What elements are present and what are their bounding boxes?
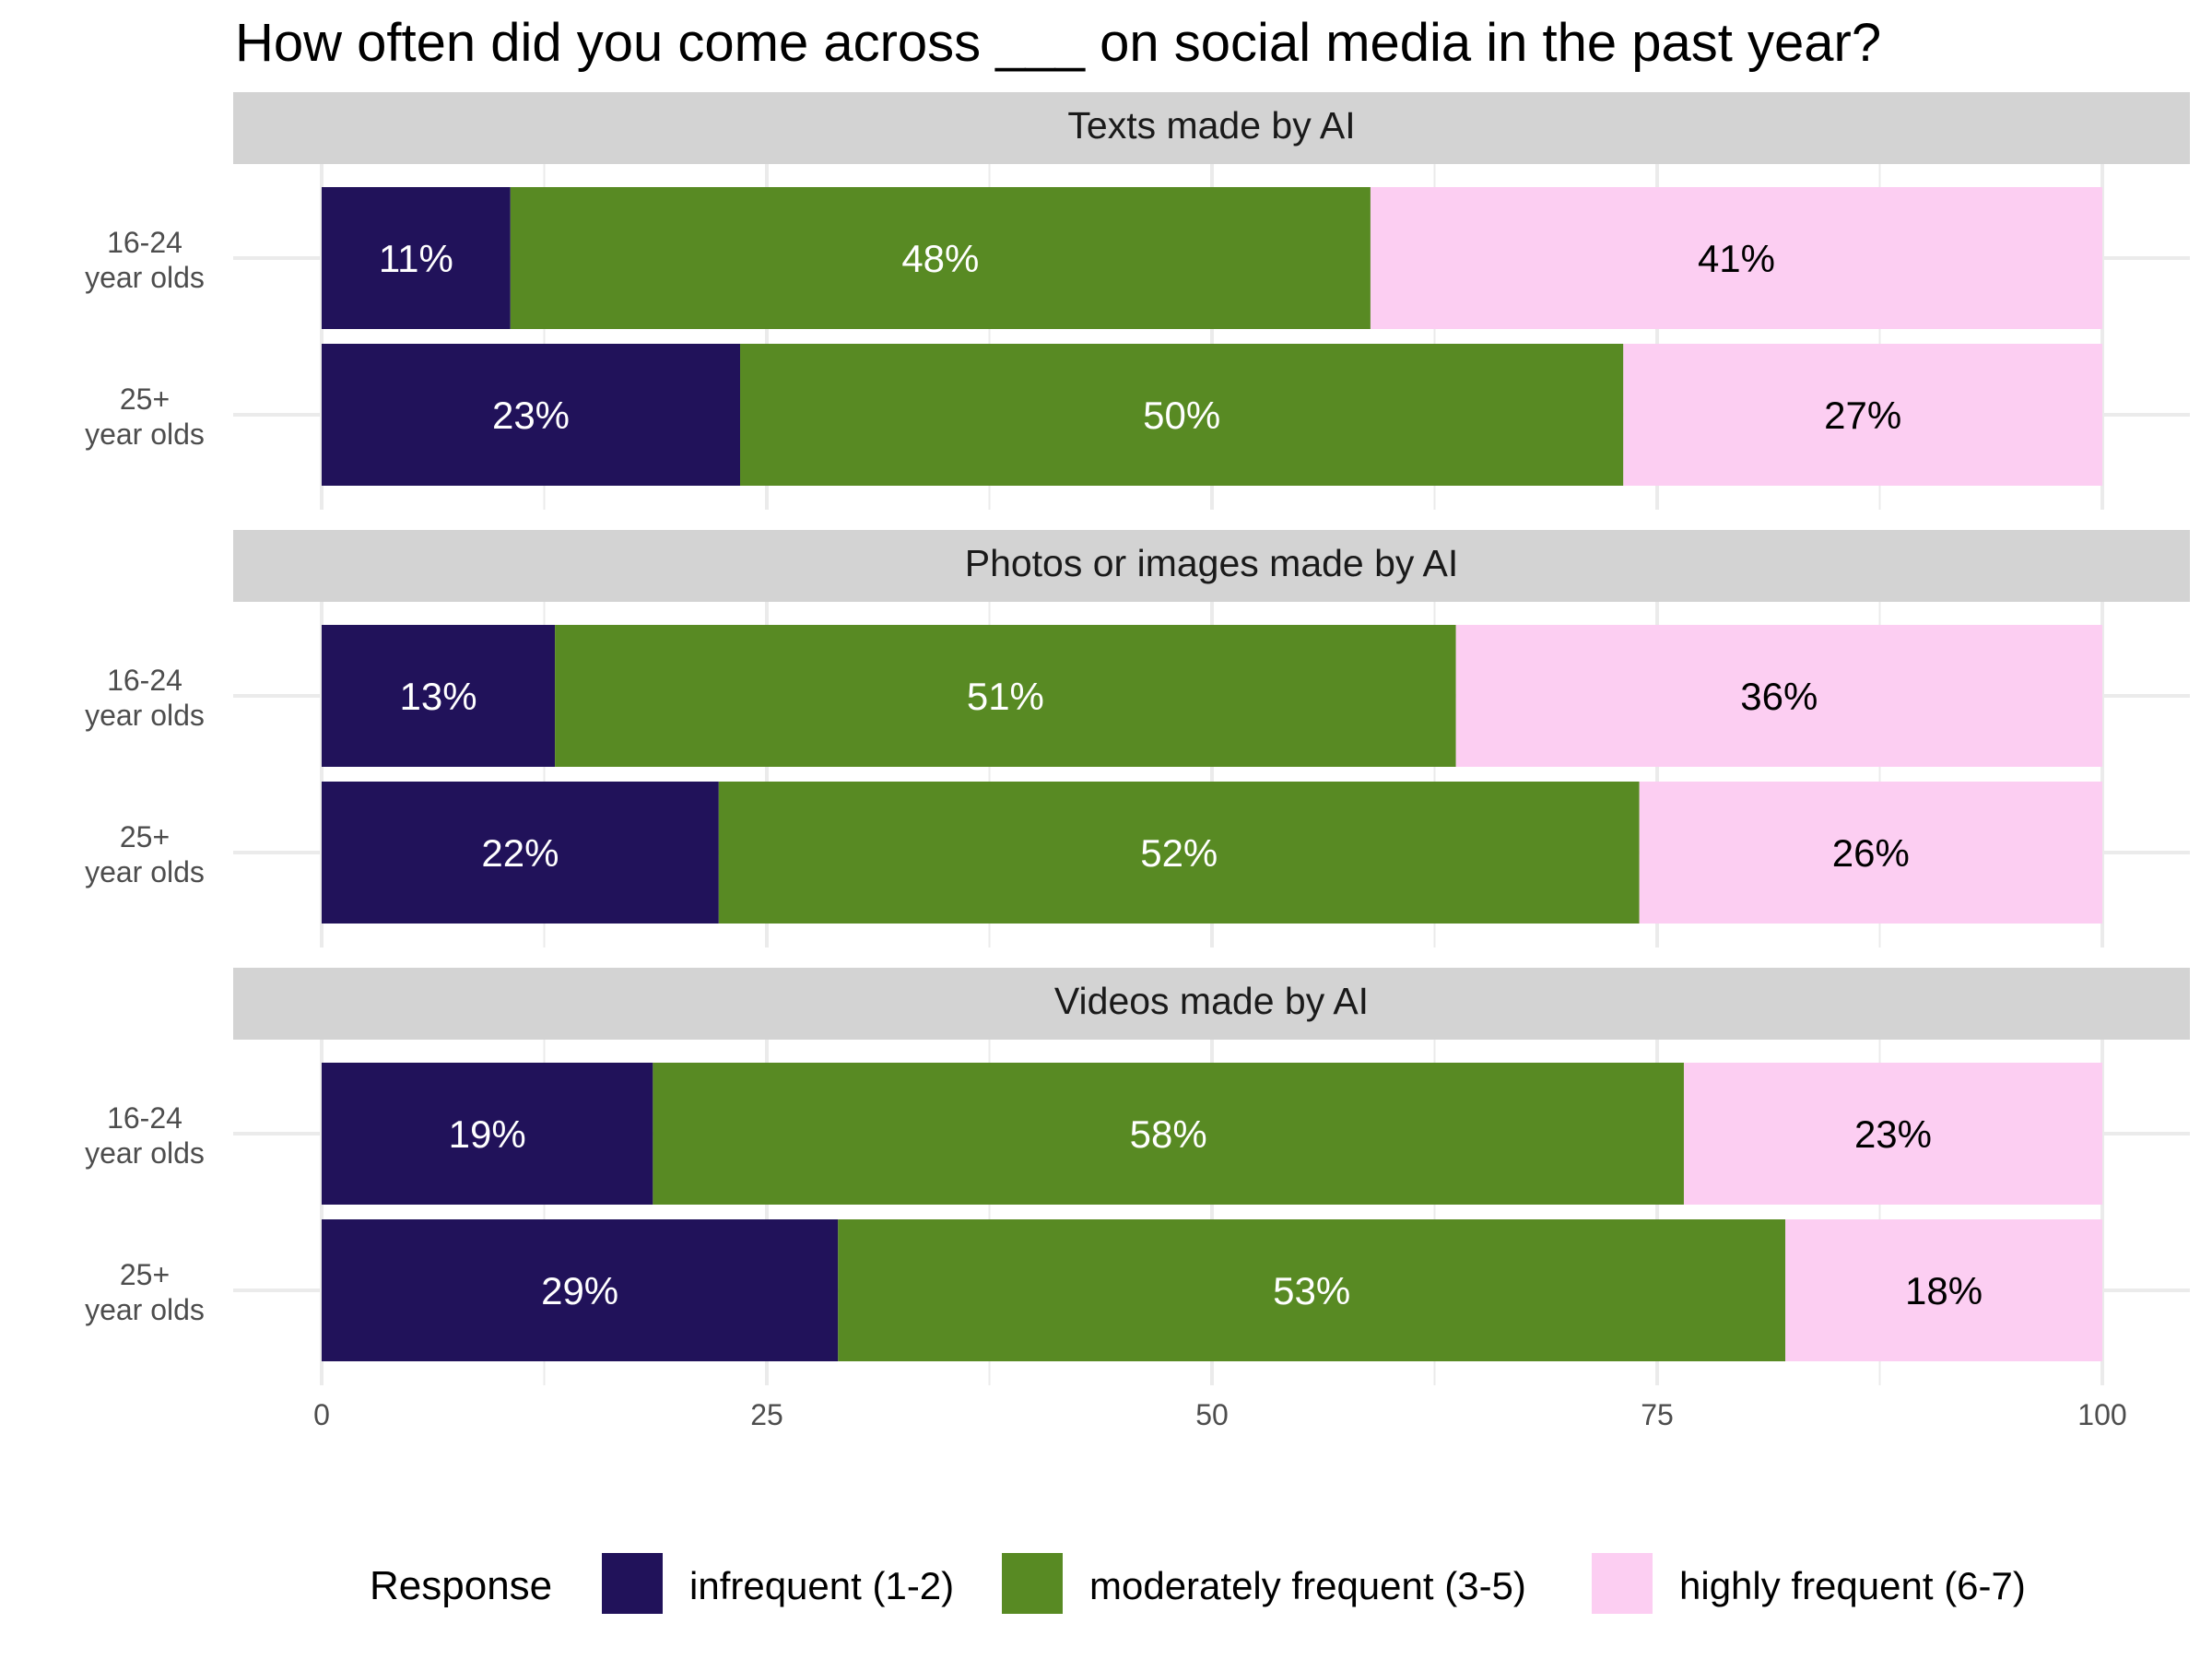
y-tick-label: 16-24 xyxy=(107,664,182,697)
y-tick-label: year olds xyxy=(85,1293,205,1326)
bar-data-label: 18% xyxy=(1905,1269,1983,1312)
y-tick-label: year olds xyxy=(85,699,205,732)
facet-strip-label: Videos made by AI xyxy=(1054,980,1369,1022)
bar-segment xyxy=(322,1063,653,1205)
legend-swatch xyxy=(1592,1553,1653,1614)
legend-item: infrequent (1-2) xyxy=(602,1553,954,1614)
facet-strip-label: Photos or images made by AI xyxy=(965,542,1459,584)
facet-strip xyxy=(233,968,2190,1040)
x-tick-label: 0 xyxy=(313,1398,330,1431)
bar-segment xyxy=(653,1063,1684,1205)
bar-segment xyxy=(322,187,511,329)
chart-title: How often did you come across ___ on soc… xyxy=(235,13,1881,73)
legend-label: highly frequent (6-7) xyxy=(1679,1564,2026,1607)
legend-item: highly frequent (6-7) xyxy=(1592,1553,2026,1614)
bar-data-label: 23% xyxy=(492,394,570,437)
bar-data-label: 48% xyxy=(901,237,979,280)
legend-swatch xyxy=(602,1553,663,1614)
bar-segment xyxy=(740,344,1624,486)
bar-segment xyxy=(1683,1063,2102,1205)
legend-item: moderately frequent (3-5) xyxy=(1002,1553,1526,1614)
bar-segment xyxy=(838,1219,1786,1361)
bar-segment xyxy=(322,625,556,767)
y-tick-label: 16-24 xyxy=(107,1101,182,1135)
bar-data-label: 27% xyxy=(1824,394,1901,437)
bar-data-label: 11% xyxy=(379,237,453,280)
legend-swatch xyxy=(1002,1553,1063,1614)
bar-data-label: 53% xyxy=(1273,1269,1350,1312)
legend: Response infrequent (1-2) moderately frequ… xyxy=(370,1553,2026,1614)
bar-segment xyxy=(1639,782,2102,924)
facet-strip-label: Texts made by AI xyxy=(1067,104,1355,147)
y-tick-label: 25+ xyxy=(120,1258,170,1291)
bar-data-label: 36% xyxy=(1740,675,1818,718)
y-tick-label: 25+ xyxy=(120,382,170,416)
bar-segment xyxy=(718,782,1640,924)
bar-segment xyxy=(322,344,741,486)
legend-title: Response xyxy=(370,1563,552,1608)
legend-label: moderately frequent (3-5) xyxy=(1089,1564,1526,1607)
bar-data-label: 51% xyxy=(967,675,1044,718)
bar-segment xyxy=(1455,625,2102,767)
bar-data-label: 22% xyxy=(481,831,559,875)
y-tick-label: year olds xyxy=(85,261,205,294)
y-tick-label: year olds xyxy=(85,418,205,451)
bar-segment xyxy=(1623,344,2102,486)
bar-data-label: 41% xyxy=(1698,237,1775,280)
bar-data-label: 19% xyxy=(449,1112,526,1156)
legend-label: infrequent (1-2) xyxy=(689,1564,954,1607)
bar-data-label: 52% xyxy=(1140,831,1218,875)
bar-segment xyxy=(1785,1219,2102,1361)
x-tick-label: 100 xyxy=(2077,1398,2126,1431)
y-tick-label: 25+ xyxy=(120,820,170,853)
bar-data-label: 29% xyxy=(541,1269,618,1312)
bar-segment xyxy=(1370,187,2102,329)
y-tick-label: year olds xyxy=(85,855,205,888)
facet-strip xyxy=(233,92,2190,164)
y-tick-label: year olds xyxy=(85,1136,205,1170)
bar-segment xyxy=(322,782,719,924)
bar-segment xyxy=(555,625,1456,767)
x-tick-label: 75 xyxy=(1641,1398,1674,1431)
y-tick-label: 16-24 xyxy=(107,226,182,259)
bar-data-label: 13% xyxy=(400,675,477,718)
x-tick-label: 25 xyxy=(750,1398,783,1431)
bar-segment xyxy=(322,1219,839,1361)
bar-data-label: 23% xyxy=(1854,1112,1932,1156)
bar-segment xyxy=(510,187,1371,329)
bar-data-label: 58% xyxy=(1130,1112,1207,1156)
facet-strip xyxy=(233,530,2190,602)
x-tick-label: 50 xyxy=(1195,1398,1229,1431)
bar-data-label: 50% xyxy=(1143,394,1220,437)
x-axis: 0 25 50 75 100 xyxy=(313,1398,2127,1431)
bar-data-label: 26% xyxy=(1832,831,1910,875)
